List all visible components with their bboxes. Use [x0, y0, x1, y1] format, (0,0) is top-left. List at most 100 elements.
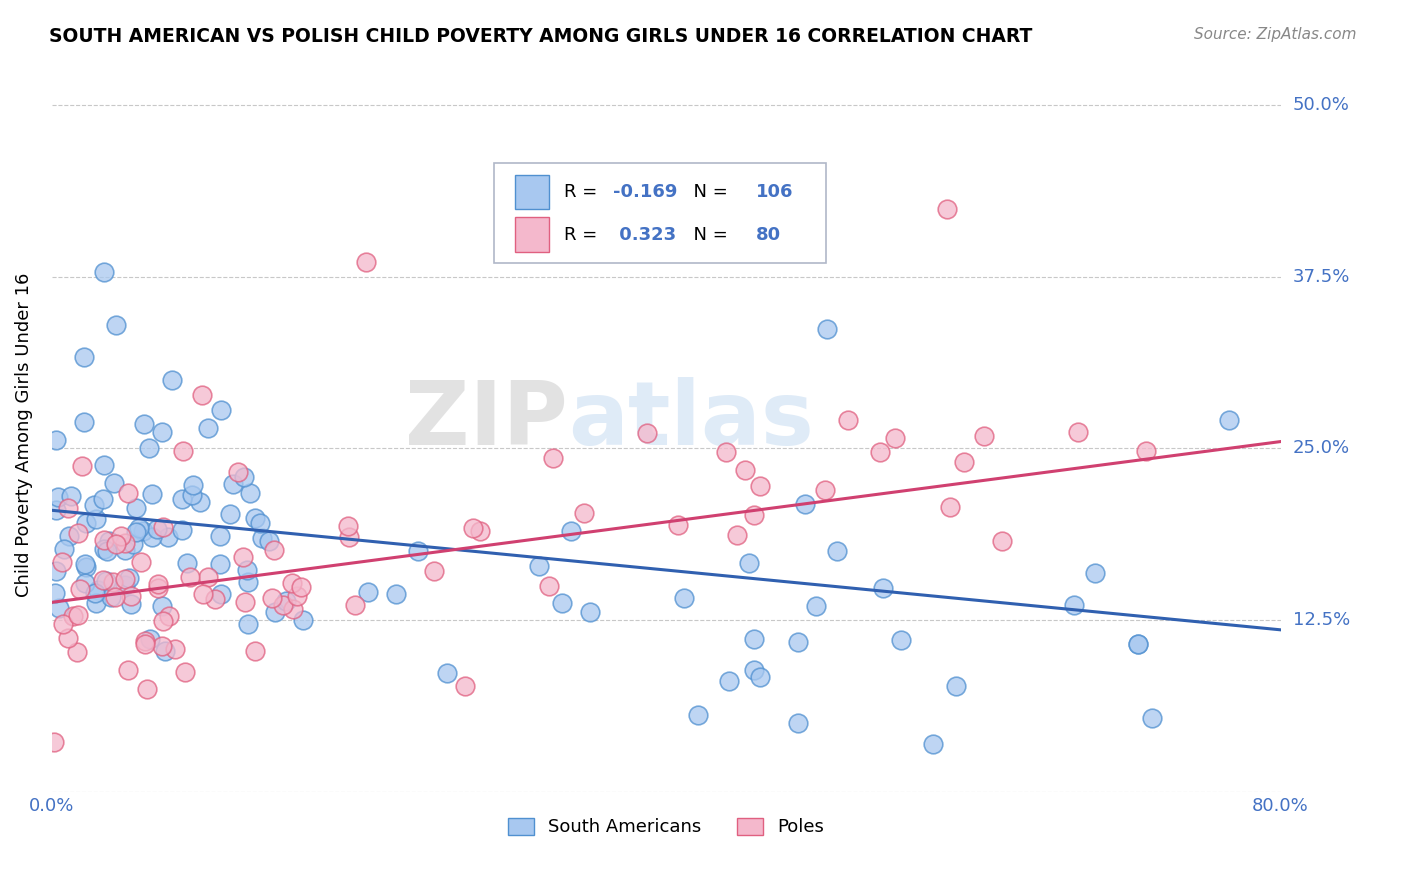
Poles	[174, 665, 197, 679]
Poles	[152, 614, 174, 628]
South Americans	[890, 633, 912, 648]
Poles	[742, 508, 765, 522]
Poles	[72, 458, 94, 473]
Poles	[454, 679, 477, 693]
South Americans	[44, 586, 66, 600]
South Americans	[150, 425, 173, 440]
Poles	[935, 202, 957, 216]
Text: N =: N =	[682, 183, 734, 201]
Poles	[233, 595, 256, 609]
Text: ZIP: ZIP	[405, 377, 568, 464]
Poles	[179, 569, 201, 583]
Poles	[152, 520, 174, 534]
Poles	[537, 579, 560, 593]
Poles	[120, 589, 142, 603]
South Americans	[945, 679, 967, 693]
South Americans	[787, 715, 810, 730]
South Americans	[96, 543, 118, 558]
South Americans	[744, 632, 766, 646]
Poles	[134, 634, 156, 648]
Poles	[91, 573, 114, 587]
Poles	[285, 589, 308, 603]
South Americans	[73, 350, 96, 364]
FancyBboxPatch shape	[494, 163, 825, 263]
South Americans	[257, 534, 280, 549]
South Americans	[238, 617, 260, 632]
Poles	[636, 426, 658, 441]
Poles	[666, 518, 689, 533]
Poles	[749, 479, 772, 493]
Poles	[463, 520, 485, 534]
Text: atlas: atlas	[568, 377, 814, 464]
Poles	[260, 591, 283, 606]
South Americans	[125, 501, 148, 516]
Poles	[135, 681, 157, 696]
South Americans	[292, 613, 315, 627]
South Americans	[180, 487, 202, 501]
South Americans	[157, 530, 180, 544]
South Americans	[84, 511, 107, 525]
Poles	[66, 645, 89, 659]
Text: 0.323: 0.323	[613, 226, 676, 244]
Poles	[343, 599, 366, 613]
South Americans	[122, 537, 145, 551]
Poles	[51, 555, 73, 569]
Poles	[110, 528, 132, 542]
Poles	[337, 530, 360, 544]
South Americans	[209, 402, 232, 417]
South Americans	[45, 564, 67, 578]
Text: R =: R =	[564, 226, 603, 244]
South Americans	[45, 434, 67, 448]
Text: R =: R =	[564, 183, 603, 201]
Y-axis label: Child Poverty Among Girls Under 16: Child Poverty Among Girls Under 16	[15, 273, 32, 597]
South Americans	[922, 737, 945, 751]
Poles	[290, 580, 312, 594]
South Americans	[45, 503, 67, 517]
Poles	[191, 388, 214, 402]
Poles	[714, 445, 737, 459]
South Americans	[1084, 566, 1107, 580]
South Americans	[118, 571, 141, 585]
South Americans	[75, 559, 97, 574]
South Americans	[749, 670, 772, 684]
Poles	[52, 617, 75, 632]
South Americans	[252, 531, 274, 545]
Text: 50.0%: 50.0%	[1294, 96, 1350, 114]
South Americans	[243, 511, 266, 525]
Poles	[204, 591, 226, 606]
South Americans	[93, 265, 115, 279]
Poles	[884, 431, 907, 445]
South Americans	[98, 533, 121, 548]
Poles	[62, 608, 84, 623]
South Americans	[218, 507, 240, 521]
South Americans	[153, 644, 176, 658]
South Americans	[188, 495, 211, 509]
South Americans	[75, 516, 97, 530]
South Americans	[60, 489, 83, 503]
Poles	[243, 644, 266, 658]
South Americans	[100, 590, 122, 604]
South Americans	[235, 563, 257, 577]
Poles	[93, 533, 115, 548]
South Americans	[138, 632, 160, 646]
South Americans	[1218, 413, 1240, 427]
Poles	[69, 582, 91, 596]
South Americans	[73, 415, 96, 429]
Poles	[42, 735, 65, 749]
South Americans	[93, 458, 115, 473]
Text: -0.169: -0.169	[613, 183, 678, 201]
Poles	[837, 413, 859, 427]
South Americans	[150, 599, 173, 613]
Poles	[271, 599, 294, 613]
South Americans	[804, 599, 827, 613]
South Americans	[208, 529, 231, 543]
Poles	[129, 555, 152, 569]
Legend: South Americans, Poles: South Americans, Poles	[501, 811, 831, 844]
South Americans	[134, 417, 156, 431]
South Americans	[94, 574, 117, 588]
Text: 106: 106	[756, 183, 793, 201]
South Americans	[1063, 599, 1085, 613]
South Americans	[141, 487, 163, 501]
South Americans	[58, 528, 80, 542]
Text: SOUTH AMERICAN VS POLISH CHILD POVERTY AMONG GIRLS UNDER 16 CORRELATION CHART: SOUTH AMERICAN VS POLISH CHILD POVERTY A…	[49, 27, 1032, 45]
